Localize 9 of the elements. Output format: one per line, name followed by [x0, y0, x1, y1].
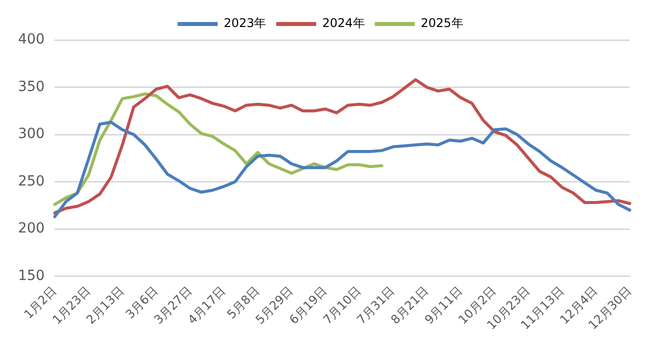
y-tick-label: 200 — [18, 220, 45, 237]
y-tick-label: 350 — [18, 78, 45, 95]
legend-label: 2025年 — [420, 16, 464, 30]
y-tick-label: 300 — [18, 126, 45, 142]
y-tick-label: 150 — [18, 268, 45, 284]
legend-label: 2024年 — [322, 16, 365, 30]
y-tick-label: 400 — [18, 32, 45, 48]
y-tick-label: 250 — [18, 173, 45, 190]
legend-label: 2023年 — [224, 16, 266, 30]
